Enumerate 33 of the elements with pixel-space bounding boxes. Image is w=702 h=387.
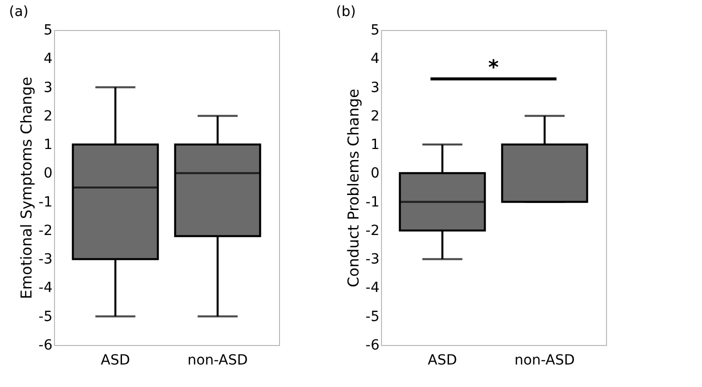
y-tick-label: -2 <box>366 222 380 239</box>
y-tick-label: -1 <box>366 194 380 210</box>
y-tick-label: -4 <box>38 280 53 296</box>
y-tick-label: 0 <box>370 166 380 182</box>
y-tick-label: 5 <box>44 22 52 38</box>
y-tick-label: 3 <box>370 80 380 96</box>
y-tick-label: -5 <box>366 308 380 325</box>
chart-title: (a) <box>9 4 29 20</box>
y-tick-label: -5 <box>38 308 52 325</box>
y-tick-label: -3 <box>366 252 380 268</box>
y-tick-label: -2 <box>38 222 52 239</box>
chart-title: (b) <box>336 4 356 20</box>
y-tick-label: 4 <box>370 51 380 68</box>
x-tick-label: non-ASD <box>514 352 575 368</box>
y-tick-label: -6 <box>366 338 380 354</box>
x-tick-label: ASD <box>100 352 130 368</box>
y-axis-title: Conduct Problems Change <box>344 88 363 288</box>
y-tick-label: -1 <box>38 194 52 210</box>
y-tick-label: 1 <box>370 137 380 154</box>
y-tick-label: 1 <box>44 137 52 154</box>
y-tick-label: 2 <box>44 108 52 124</box>
y-tick-label: 3 <box>44 80 52 96</box>
x-tick-label: non-ASD <box>187 352 248 368</box>
y-tick-label: -4 <box>366 280 380 296</box>
y-axis-title: Emotional Symptoms Change <box>18 76 36 300</box>
x-tick-label: ASD <box>428 352 457 368</box>
y-tick-label: 4 <box>44 51 53 68</box>
y-tick-label: 5 <box>370 22 380 38</box>
y-tick-label: -6 <box>38 338 53 354</box>
y-tick-label: -3 <box>38 252 52 268</box>
annotation: * <box>488 54 500 79</box>
y-tick-label: 0 <box>44 166 52 182</box>
y-tick-label: 2 <box>370 108 380 124</box>
